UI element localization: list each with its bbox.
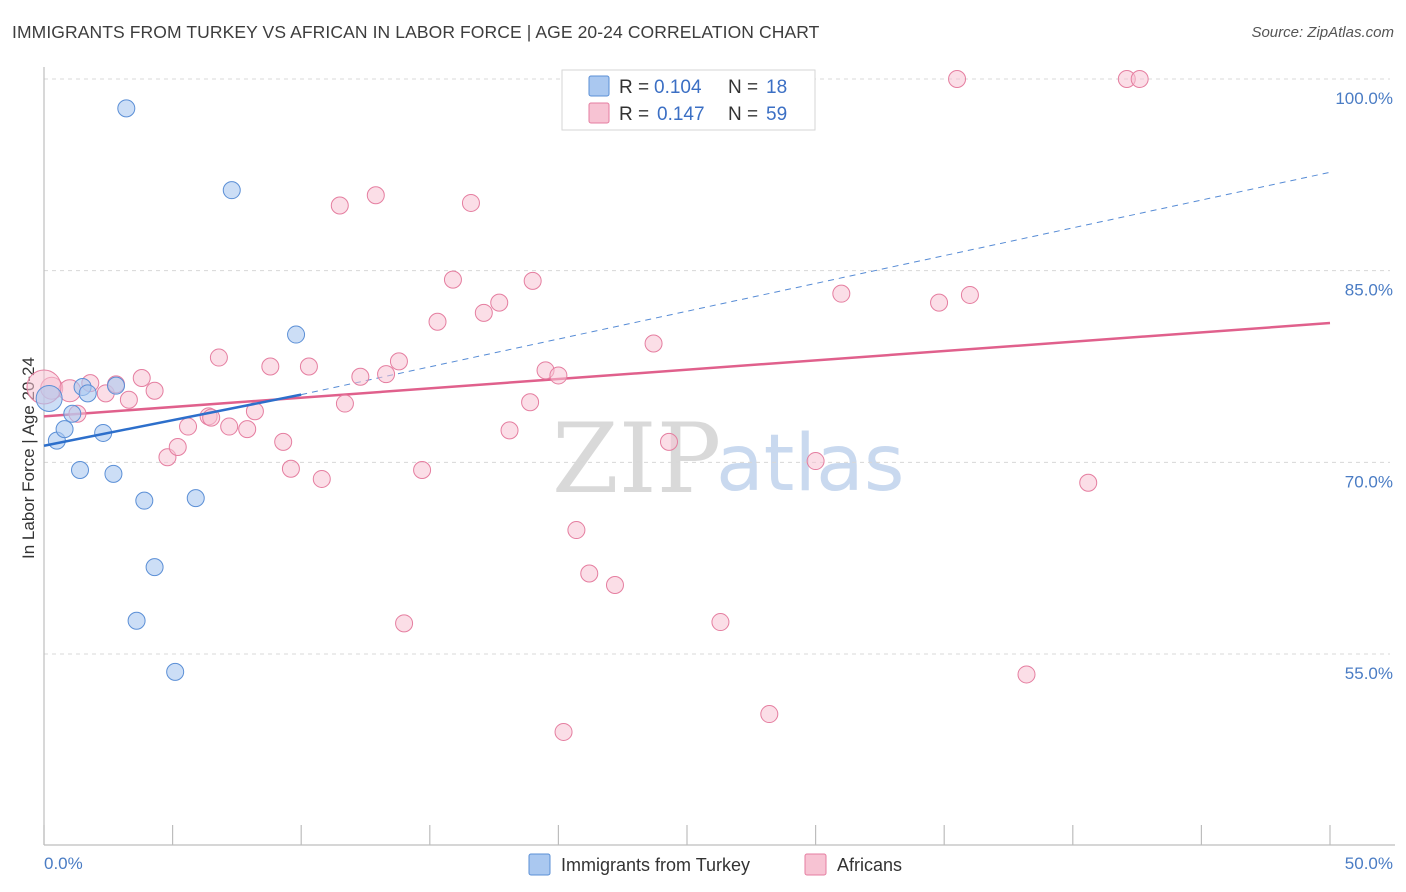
point-africans-46 [760, 705, 779, 724]
legend-n-label-turkey: N = [728, 77, 758, 98]
point-turkey-3 [63, 404, 82, 423]
point-africans-36 [523, 271, 542, 290]
x-tick-label-0: 0.0% [44, 854, 83, 873]
point-africans-41 [580, 564, 599, 583]
point-turkey-0 [35, 384, 63, 412]
point-africans-48 [832, 284, 851, 303]
point-africans-29 [428, 312, 447, 331]
point-turkey-11 [145, 558, 164, 577]
legend-n-value-africans: 59 [766, 104, 787, 125]
series-legend: Immigrants from Turkey Africans [528, 853, 902, 876]
point-africans-47 [806, 452, 825, 471]
trend-line-turkey [43, 393, 302, 447]
point-turkey-9 [107, 376, 126, 395]
legend-swatch-turkey [588, 75, 610, 97]
legend-r-label-turkey: R = [619, 77, 649, 98]
series-legend-swatch-africans [804, 853, 827, 876]
trend-line-africans [43, 321, 1331, 418]
point-africans-49 [948, 70, 967, 88]
y-tick-label-1: 85.0% [1345, 281, 1393, 300]
legend-r-label-africans: R = [619, 104, 649, 125]
point-africans-12 [209, 348, 228, 367]
point-africans-34 [500, 421, 519, 440]
y-tick-labels: 100.0% 85.0% 70.0% 55.0% [1335, 89, 1393, 683]
point-africans-27 [395, 614, 414, 633]
point-africans-28 [413, 461, 432, 479]
point-africans-32 [474, 303, 493, 322]
point-turkey-10 [135, 491, 154, 510]
point-africans-40 [567, 521, 586, 540]
legend-n-value-turkey: 18 [766, 77, 787, 98]
data-points [26, 70, 1149, 741]
stats-legend: R = 0.104 N = 18 R = 0.147 N = 59 [561, 69, 816, 131]
point-africans-42 [605, 576, 624, 594]
point-africans-35 [521, 393, 540, 412]
point-turkey-8 [104, 464, 123, 483]
point-turkey-2 [55, 420, 74, 439]
point-africans-26 [389, 352, 408, 371]
source-credit: Source: ZipAtlas.com [1251, 24, 1394, 41]
point-turkey-4 [71, 461, 90, 479]
point-africans-7 [145, 381, 164, 400]
point-africans-19 [299, 357, 318, 376]
point-africans-16 [261, 357, 280, 376]
y-tick-label-0: 100.0% [1335, 89, 1393, 108]
series-legend-label-turkey: Immigrants from Turkey [561, 855, 750, 875]
point-africans-39 [554, 722, 573, 741]
legend-swatch-africans [588, 102, 610, 124]
point-africans-52 [1017, 665, 1036, 684]
point-turkey-15 [222, 181, 241, 200]
watermark-zip: ZIP [552, 403, 721, 515]
point-africans-44 [659, 432, 678, 451]
y-tick-label-3: 55.0% [1345, 664, 1393, 683]
point-africans-25 [377, 365, 396, 384]
point-africans-22 [335, 394, 354, 413]
x-tick-labels: 0.0% 50.0% [44, 854, 1393, 873]
point-turkey-14 [117, 99, 136, 118]
point-africans-51 [960, 285, 979, 304]
point-africans-24 [366, 186, 385, 205]
legend-r-value-turkey: 0.104 [654, 77, 702, 98]
point-africans-14 [238, 420, 257, 439]
point-africans-43 [644, 334, 663, 353]
point-turkey-13 [166, 662, 185, 681]
point-turkey-6 [78, 384, 97, 403]
point-africans-13 [220, 417, 239, 436]
point-africans-10 [179, 417, 198, 436]
point-africans-38 [549, 366, 568, 385]
point-africans-6 [132, 369, 151, 387]
y-axis-title: In Labor Force | Age 20-24 [19, 357, 38, 559]
point-africans-53 [1079, 473, 1098, 492]
point-africans-23 [351, 367, 370, 386]
point-turkey-17 [287, 325, 306, 344]
series-legend-label-africans: Africans [837, 855, 902, 875]
point-africans-17 [274, 432, 293, 451]
trend-lines [43, 171, 1331, 418]
watermark: ZIP atlas [552, 403, 905, 515]
series-legend-swatch-turkey [528, 853, 551, 876]
point-turkey-12 [127, 611, 146, 630]
point-africans-30 [443, 270, 462, 289]
point-africans-18 [281, 459, 300, 478]
point-africans-33 [490, 293, 509, 312]
point-africans-45 [711, 613, 730, 632]
point-africans-21 [330, 196, 349, 215]
legend-n-label-africans: N = [728, 104, 758, 125]
point-africans-20 [312, 469, 331, 488]
legend-r-value-africans: 0.147 [657, 104, 705, 125]
y-tick-label-2: 70.0% [1345, 472, 1393, 491]
axes [43, 67, 1395, 846]
point-africans-55 [1130, 70, 1149, 88]
point-africans-31 [461, 193, 480, 212]
point-turkey-16 [186, 489, 205, 508]
x-tick-label-1: 50.0% [1345, 854, 1393, 873]
point-africans-9 [168, 438, 187, 456]
point-africans-50 [930, 293, 949, 312]
chart-title: IMMIGRANTS FROM TURKEY VS AFRICAN IN LAB… [12, 22, 820, 42]
point-africans-5 [119, 390, 138, 409]
